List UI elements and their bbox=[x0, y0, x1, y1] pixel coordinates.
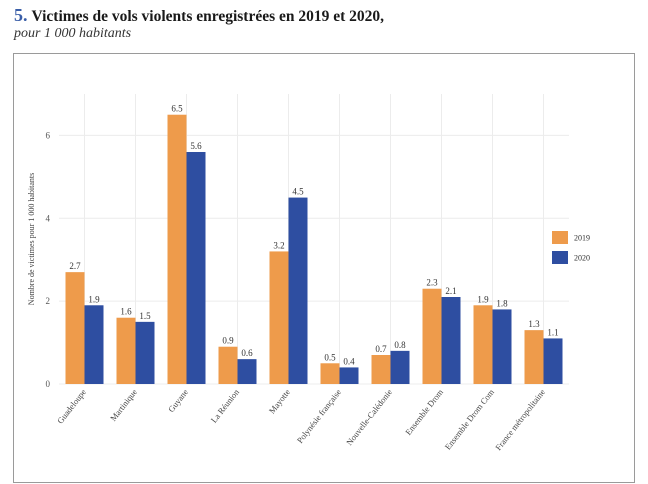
x-tick-label: Martinique bbox=[108, 387, 139, 423]
data-label: 1.5 bbox=[139, 311, 151, 321]
y-tick-label: 4 bbox=[46, 213, 51, 223]
bar-2019 bbox=[371, 355, 391, 384]
bar-2020 bbox=[390, 350, 410, 384]
bar-2020 bbox=[543, 338, 563, 384]
y-tick-label: 2 bbox=[46, 296, 51, 306]
figure-number: 5. bbox=[14, 5, 28, 25]
bar-2019 bbox=[167, 114, 187, 384]
legend-label-2020: 2020 bbox=[574, 254, 590, 263]
bar-2020 bbox=[492, 309, 512, 384]
data-label: 0.5 bbox=[324, 352, 336, 362]
bar-2019 bbox=[473, 305, 493, 384]
data-label: 0.9 bbox=[222, 336, 234, 346]
bar-2020 bbox=[339, 367, 359, 384]
bar-2019 bbox=[524, 330, 544, 384]
bar-2019 bbox=[320, 363, 340, 384]
bar-chart: 0 2 4 6 Nombre de victimes pour 1 000 habita… bbox=[27, 94, 590, 452]
data-label: 1.8 bbox=[496, 298, 508, 308]
data-label: 1.6 bbox=[120, 307, 132, 317]
data-label: 0.4 bbox=[343, 356, 355, 366]
bar-2019 bbox=[269, 251, 289, 384]
x-tick-label: Nouvelle-Calédonie bbox=[344, 387, 394, 447]
bar-2020 bbox=[288, 197, 308, 384]
y-tick-label: 0 bbox=[46, 379, 51, 389]
chart-frame: 0 2 4 6 Nombre de victimes pour 1 000 habita… bbox=[13, 53, 635, 483]
data-label: 1.9 bbox=[88, 294, 100, 304]
data-label: 2.7 bbox=[69, 261, 81, 271]
title-block: 5. Victimes de vols violents enregistrées… bbox=[14, 6, 384, 42]
y-tick-label: 6 bbox=[46, 130, 51, 140]
chart-title: 5. Victimes de vols violents enregistrées… bbox=[14, 6, 384, 26]
bar-2019 bbox=[218, 346, 238, 384]
x-tick-label: Guyane bbox=[166, 387, 190, 414]
bar-2020 bbox=[135, 321, 155, 384]
data-label: 1.9 bbox=[477, 294, 489, 304]
bar-2020 bbox=[441, 297, 461, 384]
x-tick-label: Polynésie française bbox=[295, 387, 344, 445]
data-label: 6.5 bbox=[171, 104, 183, 114]
x-tick-label: Ensemble Drom bbox=[403, 387, 445, 437]
data-label: 2.1 bbox=[445, 286, 456, 296]
bar-2020 bbox=[186, 152, 206, 384]
title-text: Victimes de vols violents enregistrées e… bbox=[31, 8, 385, 25]
bar-2019 bbox=[65, 272, 85, 384]
data-label: 5.6 bbox=[190, 141, 202, 151]
data-label: 1.1 bbox=[547, 327, 558, 337]
bar-2019 bbox=[116, 317, 136, 384]
y-axis-label: Nombre de victimes pour 1 000 habitants bbox=[27, 173, 36, 305]
x-tick-label: Ensemble Drom Com bbox=[443, 387, 497, 452]
data-label: 3.2 bbox=[273, 240, 284, 250]
x-tick-label: La Réunion bbox=[209, 386, 242, 424]
x-tick-label: Mayotte bbox=[267, 387, 292, 416]
bar-2019 bbox=[422, 288, 442, 384]
data-label: 4.5 bbox=[292, 187, 304, 197]
data-label: 0.7 bbox=[375, 344, 387, 354]
data-label: 0.6 bbox=[241, 348, 253, 358]
x-tick-label: Guadeloupe bbox=[55, 387, 88, 426]
legend-swatch-2020 bbox=[552, 251, 568, 264]
data-label: 0.8 bbox=[394, 340, 406, 350]
bar-2020 bbox=[237, 359, 257, 384]
data-label: 1.3 bbox=[528, 319, 540, 329]
x-tick-label: France métropolitaine bbox=[493, 387, 547, 452]
legend-label-2019: 2019 bbox=[574, 234, 590, 243]
data-label: 2.3 bbox=[426, 278, 438, 288]
legend-swatch-2019 bbox=[552, 231, 568, 244]
bar-2020 bbox=[84, 305, 104, 384]
chart-subtitle: pour 1 000 habitants bbox=[14, 26, 132, 41]
